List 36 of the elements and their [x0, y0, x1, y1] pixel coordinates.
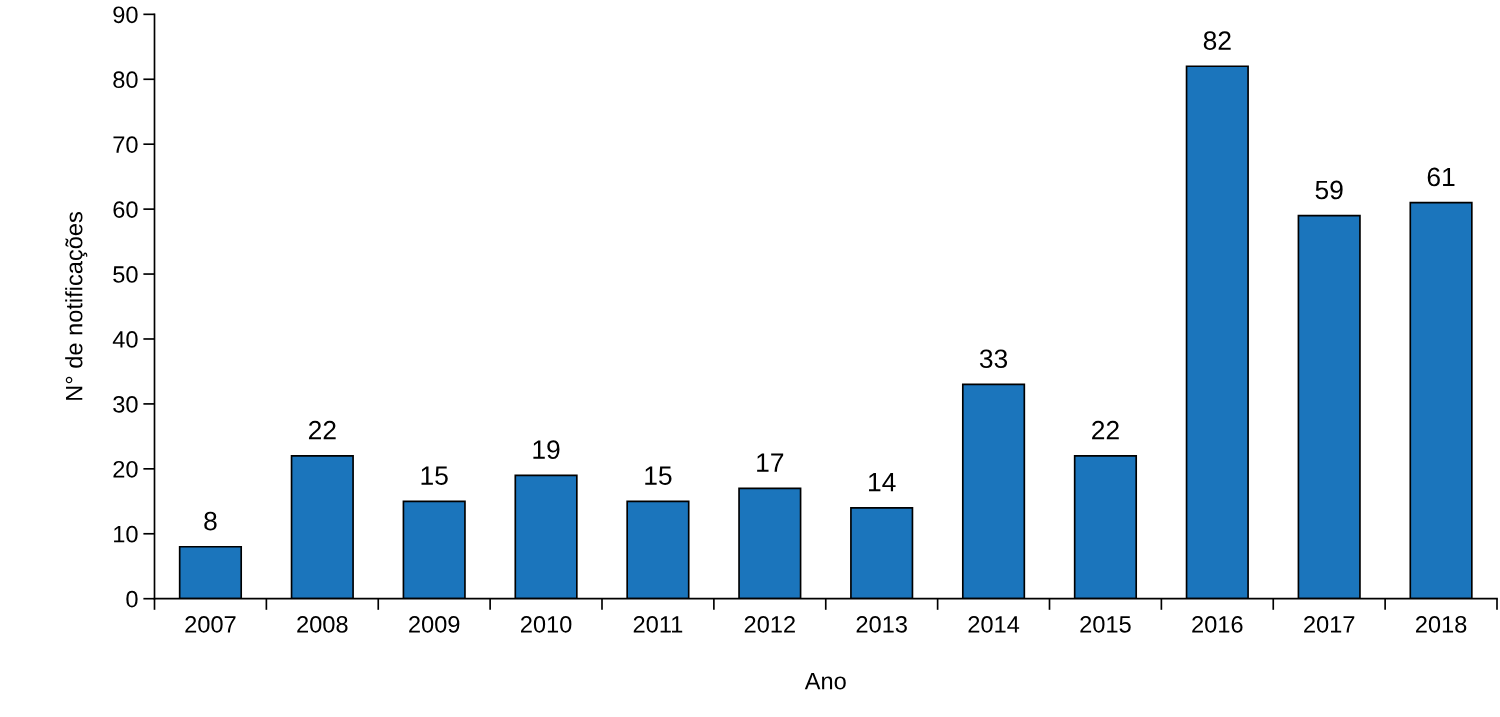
- x-tick-label: 2011: [633, 615, 683, 633]
- x-axis-title: Ano: [804, 672, 846, 690]
- y-tick-label: 40: [112, 331, 138, 348]
- y-tick-label: 80: [113, 71, 138, 89]
- data-label: 8: [204, 511, 217, 531]
- x-tick-label: 2015: [1080, 615, 1131, 633]
- x-tick-label: 2008: [297, 615, 348, 633]
- data-label: 33: [979, 349, 1008, 369]
- x-tick-label: 2012: [744, 615, 795, 633]
- data-label: 82: [1203, 31, 1231, 50]
- data-label: 17: [757, 453, 784, 472]
- data-label: 14: [869, 473, 896, 492]
- data-label: 15: [421, 466, 448, 485]
- x-tick-label: 2010: [520, 615, 572, 633]
- y-axis-title: N° de notificações: [65, 212, 88, 400]
- y-tick-label: 50: [113, 266, 138, 283]
- x-tick-label: 2014: [968, 615, 1020, 633]
- data-label: 22: [308, 420, 336, 440]
- x-tick-label: 2009: [409, 615, 460, 633]
- x-tick-label: 2007: [185, 615, 236, 633]
- data-label: 61: [1427, 167, 1455, 187]
- data-label: 15: [645, 466, 672, 485]
- y-tick-label: 10: [114, 525, 138, 543]
- y-tick-label: 90: [113, 6, 138, 24]
- x-tick-label: 2018: [1415, 615, 1467, 633]
- y-tick-label: 30: [113, 395, 138, 413]
- y-tick-label: 20: [113, 460, 138, 478]
- data-label: 19: [533, 440, 560, 459]
- data-label: 59: [1315, 180, 1343, 200]
- data-label: 22: [1092, 420, 1119, 440]
- y-tick-label: 70: [113, 136, 138, 153]
- y-tick-label: 0: [126, 590, 138, 608]
- y-tick-label: 60: [113, 201, 138, 218]
- x-tick-label: 2017: [1304, 615, 1355, 633]
- x-tick-label: 2016: [1192, 615, 1243, 633]
- x-tick-label: 2013: [856, 615, 907, 633]
